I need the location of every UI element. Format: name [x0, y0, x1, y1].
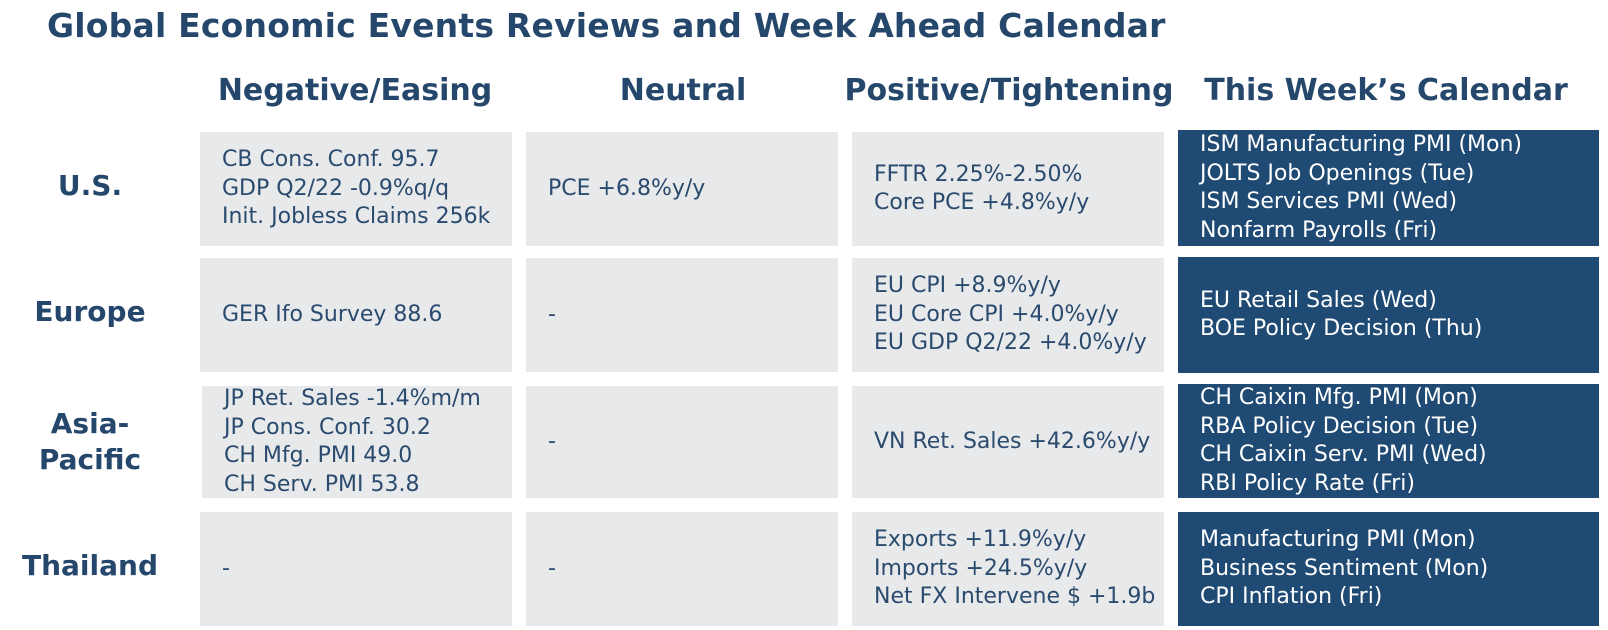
calendar-event: ISM Manufacturing PMI (Mon)	[1200, 132, 1523, 157]
event-line: EU Core CPI +4.0%y/y	[874, 301, 1119, 327]
asia-pacific-negative-cell: JP Ret. Sales -1.4%m/m JP Cons. Conf. 30…	[202, 386, 512, 498]
calendar-event: ISM Services PMI (Wed)	[1200, 189, 1458, 214]
event-line: CH Serv. PMI 53.8	[224, 471, 420, 497]
event-line: JP Ret. Sales -1.4%m/m	[224, 386, 481, 411]
event-line: CH Mfg. PMI 49.0	[224, 443, 413, 468]
thailand-calendar-cell: Manufacturing PMI (Mon) Business Sentime…	[1178, 512, 1599, 626]
thailand-neutral-cell: -	[526, 512, 838, 626]
event-line: Exports +11.9%y/y	[874, 527, 1087, 553]
calendar-event: Business Sentiment (Mon)	[1200, 555, 1489, 581]
asia-pacific-neutral-cell: -	[526, 386, 838, 498]
event-line: -	[548, 555, 556, 581]
header-neutral: Neutral	[619, 72, 747, 108]
calendar-event: RBA Policy Decision (Tue)	[1200, 413, 1479, 439]
event-line: -	[222, 555, 230, 581]
calendar-event: CH Caixin Mfg. PMI (Mon)	[1200, 385, 1478, 410]
us-calendar-cell: ISM Manufacturing PMI (Mon) JOLTS Job Op…	[1178, 130, 1599, 246]
europe-positive-cell: EU CPI +8.9%y/y EU Core CPI +4.0%y/y EU …	[852, 258, 1164, 372]
event-line: VN Ret. Sales +42.6%y/y	[874, 428, 1151, 454]
header-negative-easing: Negative/Easing	[217, 72, 493, 108]
row-label-thailand: Thailand	[22, 549, 158, 582]
thailand-negative-cell: -	[200, 512, 512, 626]
europe-negative-cell: GER Ifo Survey 88.6	[200, 258, 512, 372]
calendar-event: CPI Inflation (Fri)	[1200, 584, 1383, 610]
us-positive-cell: FFTR 2.25%-2.50% Core PCE +4.8%y/y	[852, 132, 1164, 246]
event-line: Imports +24.5%y/y	[874, 555, 1088, 581]
event-line: EU CPI +8.9%y/y	[874, 273, 1061, 299]
event-line: -	[548, 301, 556, 327]
europe-neutral-cell: -	[526, 258, 838, 372]
asia-pacific-positive-cell: VN Ret. Sales +42.6%y/y	[852, 386, 1164, 498]
calendar-event: JOLTS Job Openings (Tue)	[1200, 160, 1475, 186]
thailand-positive-cell: Exports +11.9%y/y Imports +24.5%y/y Net …	[852, 512, 1164, 626]
event-line: CB Cons. Conf. 95.7	[222, 147, 440, 173]
row-label-europe: Europe	[34, 295, 146, 328]
event-line: Core PCE +4.8%y/y	[874, 190, 1090, 215]
event-line: GER Ifo Survey 88.6	[222, 301, 443, 327]
calendar-event: BOE Policy Decision (Thu)	[1200, 316, 1483, 341]
row-label-line: Asia-	[50, 407, 130, 440]
event-line: Init. Jobless Claims 256k	[222, 204, 491, 230]
page-title: Global Economic Events Reviews and Week …	[47, 6, 1166, 45]
event-line: EU GDP Q2/22 +4.0%y/y	[874, 330, 1147, 356]
row-label-us: U.S.	[57, 169, 123, 202]
row-label-line: Pacific	[38, 443, 142, 476]
calendar-event: CH Caixin Serv. PMI (Wed)	[1200, 442, 1487, 467]
event-line: FFTR 2.25%-2.50%	[874, 161, 1083, 187]
calendar-event: Nonfarm Payrolls (Fri)	[1200, 217, 1438, 243]
calendar-event: RBI Policy Rate (Fri)	[1200, 470, 1415, 496]
calendar-event: EU Retail Sales (Wed)	[1200, 287, 1437, 313]
calendar-event: Manufacturing PMI (Mon)	[1200, 527, 1476, 553]
event-line: Net FX Intervene $ +1.9b	[874, 584, 1156, 610]
asia-pacific-calendar-cell: CH Caixin Mfg. PMI (Mon) RBA Policy Deci…	[1178, 384, 1599, 498]
europe-calendar-cell: EU Retail Sales (Wed) BOE Policy Decisio…	[1178, 257, 1599, 373]
event-line: -	[548, 428, 556, 454]
header-this-weeks-calendar: This Week’s Calendar	[1204, 72, 1568, 108]
event-line: GDP Q2/22 -0.9%q/q	[222, 175, 450, 201]
header-positive-tightening: Positive/Tightening	[844, 72, 1174, 108]
event-line: JP Cons. Conf. 30.2	[224, 414, 431, 440]
us-negative-cell: CB Cons. Conf. 95.7 GDP Q2/22 -0.9%q/q I…	[200, 132, 512, 246]
event-line: PCE +6.8%y/y	[548, 175, 706, 201]
us-neutral-cell: PCE +6.8%y/y	[526, 132, 838, 246]
row-label-asia-pacific: Asia- Pacific	[0, 384, 180, 500]
